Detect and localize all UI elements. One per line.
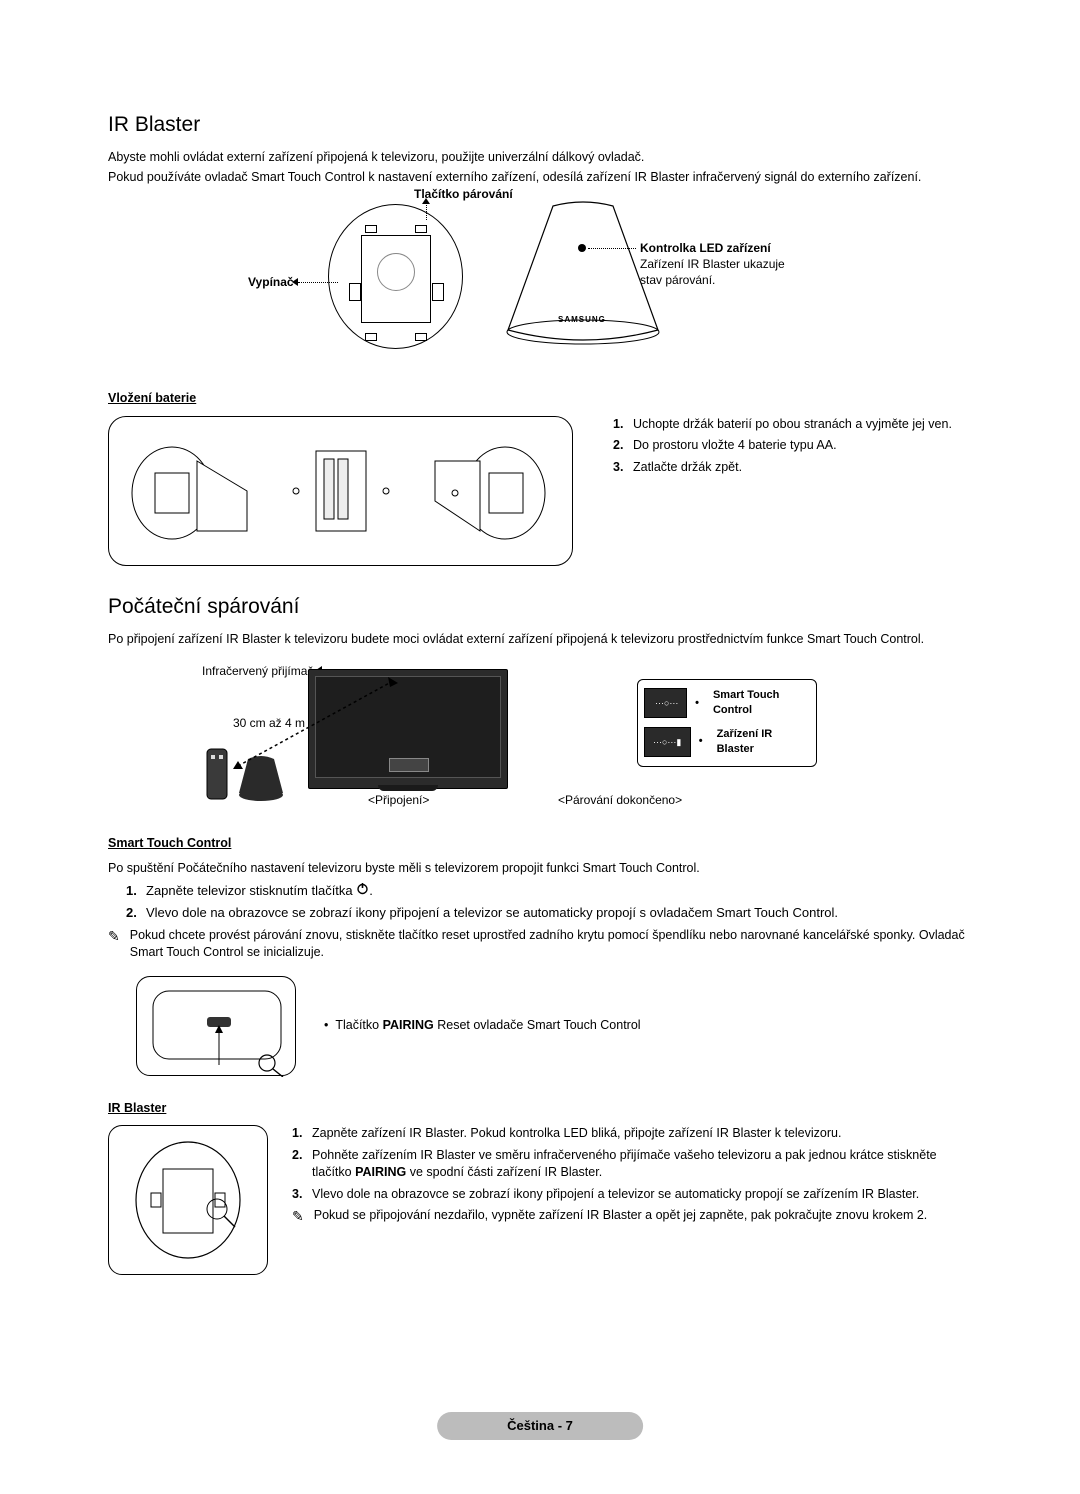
callout-led: Kontrolka LED zařízení (640, 240, 771, 257)
battery-diagram-box (108, 416, 573, 566)
step-text-bold: PAIRING (355, 1165, 406, 1179)
panel-row-irb: ···○···▮ • Zařízení IR Blaster (644, 727, 810, 758)
battery-step-figure (127, 431, 257, 551)
list-item: Zapněte televizor stisknutím tlačítka . (126, 882, 972, 901)
irb-note: ✎ Pokud se připojování nezdařilo, vypnět… (292, 1207, 972, 1227)
note-icon: ✎ (108, 927, 120, 962)
pairing-intro: Po připojení zařízení IR Blaster k telev… (108, 631, 972, 649)
subhead-stc: Smart Touch Control (108, 835, 972, 853)
stc-intro: Po spuštění Počátečního nastavení televi… (108, 860, 972, 878)
mini-screen-icon: ···○···▮ (644, 727, 691, 757)
step-text: ve spodní části zařízení IR Blaster. (406, 1165, 602, 1179)
samsung-logo: SAMSUNG (558, 314, 606, 325)
page-footer: Čeština - 7 (437, 1412, 643, 1440)
caption-done: <Párování dokončeno> (558, 792, 682, 809)
battery-steps-list: Uchopte držák baterií po obou stranách a… (573, 416, 972, 481)
panel-label-irb: Zařízení IR Blaster (717, 727, 810, 758)
device-bottom-view (328, 204, 463, 349)
list-item: Zapněte zařízení IR Blaster. Pokud kontr… (292, 1125, 972, 1143)
intro-line-1: Abyste mohli ovládat externí zařízení př… (108, 149, 972, 167)
subhead-irb: IR Blaster (108, 1100, 972, 1118)
list-item: Do prostoru vložte 4 baterie typu AA. (613, 437, 972, 455)
list-item: Uchopte držák baterií po obou stranách a… (613, 416, 972, 434)
panel-label-stc: Smart Touch Control (713, 688, 810, 719)
callout-led-desc1: Zařízení IR Blaster ukazuje (640, 256, 785, 273)
battery-step-figure (425, 431, 555, 551)
pairing-diagram: Infračervený přijímač 30 cm až 4 m (108, 657, 972, 817)
callout-switch: Vypínač (248, 274, 294, 291)
caption-connect: <Připojení> (368, 792, 429, 809)
reset-diagram-row: • Tlačítko PAIRING Reset ovladače Smart … (108, 976, 972, 1076)
subhead-battery: Vložení baterie (108, 390, 972, 408)
note-text: Pokud chcete provést párování znovu, sti… (130, 927, 972, 962)
callout-led-desc2: stav párování. (640, 272, 715, 289)
panel-row-stc: ···○··· • Smart Touch Control (644, 688, 810, 719)
step-text: Zapněte televizor stisknutím tlačítka (146, 883, 356, 898)
irb-steps: Zapněte zařízení IR Blaster. Pokud kontr… (292, 1125, 972, 1227)
signal-arrow-icon (218, 671, 428, 781)
page: IR Blaster Abyste mohli ovládat externí … (0, 0, 1080, 1315)
battery-step-figure (276, 431, 406, 551)
note-text: Pokud se připojování nezdařilo, vypněte … (314, 1207, 928, 1227)
step-text: . (369, 883, 373, 898)
reset-bullet: • Tlačítko PAIRING Reset ovladače Smart … (324, 1017, 641, 1035)
section-title-pairing: Počáteční spárování (108, 592, 972, 621)
tv-stand-icon (378, 785, 438, 791)
irb-row: Zapněte zařízení IR Blaster. Pokud kontr… (108, 1125, 972, 1275)
intro-line-2: Pokud používáte ovladač Smart Touch Cont… (108, 169, 972, 187)
stc-steps: Zapněte televizor stisknutím tlačítka . … (126, 882, 972, 923)
power-icon (356, 882, 369, 900)
reset-text: Tlačítko (335, 1018, 382, 1032)
reset-diagram-box (136, 976, 296, 1076)
reset-text-bold: PAIRING (383, 1018, 434, 1032)
battery-row: Uchopte držák baterií po obou stranách a… (108, 416, 972, 566)
irb-diagram-box (108, 1125, 268, 1275)
mini-screen-icon: ···○··· (644, 688, 687, 718)
list-item: Zatlačte držák zpět. (613, 459, 972, 477)
section-title-irblaster: IR Blaster (108, 110, 972, 139)
list-item: Vlevo dole na obrazovce se zobrazí ikony… (292, 1186, 972, 1204)
reset-text: Reset ovladače Smart Touch Control (434, 1018, 641, 1032)
ir-blaster-diagram: Tlačítko párování Vypínač SAMSUNG Kontro… (108, 192, 972, 372)
list-item: Vlevo dole na obrazovce se zobrazí ikony… (126, 904, 972, 922)
pairing-status-panel: ···○··· • Smart Touch Control ···○···▮ •… (637, 679, 817, 767)
list-item: Pohněte zařízením IR Blaster ve směru in… (292, 1147, 972, 1182)
stc-note: ✎ Pokud chcete provést párování znovu, s… (108, 927, 972, 962)
note-icon: ✎ (292, 1207, 304, 1227)
